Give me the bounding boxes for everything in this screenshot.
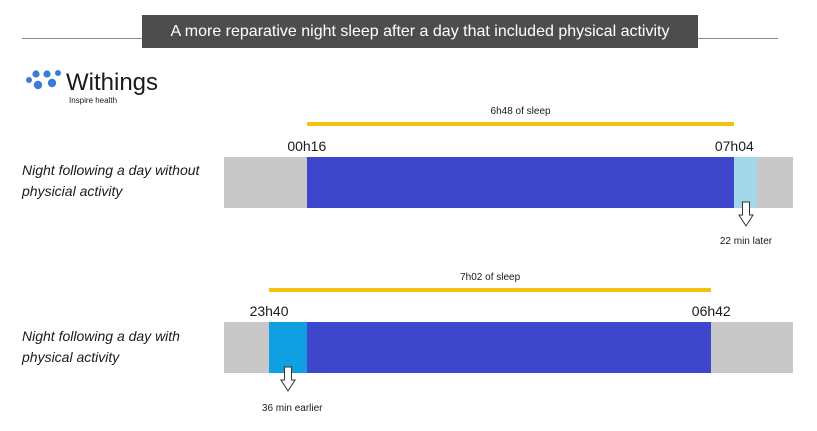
down-arrow-icon: [737, 201, 754, 227]
header-rule-left: [22, 38, 142, 39]
sleep-duration-line: [306, 122, 735, 126]
logo-brand: Withings: [66, 69, 159, 96]
later-extension-segment: [734, 157, 758, 208]
sleep-duration-label: 6h48 of sleep: [490, 106, 551, 117]
down-arrow-icon: [279, 366, 296, 392]
row-label: Night following a day with physical acti…: [22, 328, 180, 365]
night-track: [224, 157, 793, 208]
earlier-extension-segment: [269, 322, 307, 373]
shift-label: 36 min earlier: [261, 403, 323, 414]
sleep-end-label: 06h42: [691, 303, 731, 319]
page-title: A more reparative night sleep after a da…: [142, 15, 698, 48]
night-track: [224, 322, 793, 373]
sleep-segment: [306, 157, 735, 208]
sleep-duration-label: 7h02 of sleep: [460, 272, 521, 283]
sleep-duration-line: [269, 288, 712, 292]
sleep-segment: [269, 322, 712, 373]
sleep-end-label: 07h04: [714, 138, 754, 154]
header-rule-right: [698, 38, 778, 39]
withings-dots-icon: [26, 70, 61, 90]
shift-label: 22 min later: [719, 236, 773, 247]
logo-tagline: Inspire health: [69, 96, 118, 105]
sleep-start-label: 00h16: [287, 138, 327, 154]
withings-logo: Withings Inspire health: [24, 66, 184, 108]
sleep-start-label: 23h40: [249, 303, 289, 319]
row-label: Night following a day without physicial …: [22, 162, 200, 199]
